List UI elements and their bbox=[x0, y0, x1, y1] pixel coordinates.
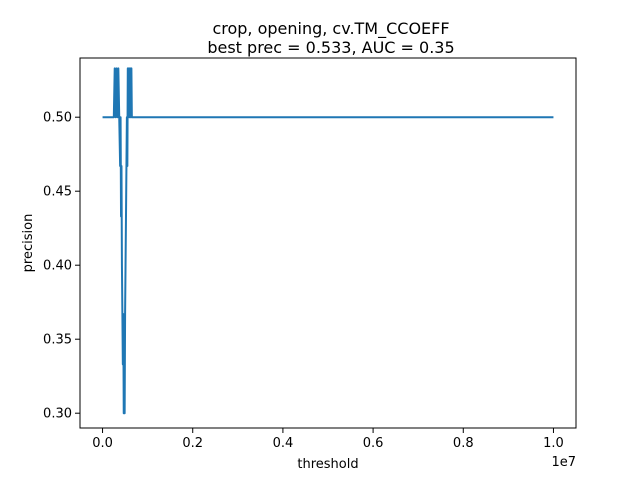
x-tick-label: 0.4 bbox=[273, 436, 294, 451]
axes-frame bbox=[79, 57, 577, 429]
y-tick-label: 0.30 bbox=[43, 407, 72, 422]
x-tick-label: 1.0 bbox=[543, 436, 564, 451]
y-axis: 0.30 0.35 0.40 0.45 0.50 bbox=[43, 111, 80, 422]
chart-title-line2: best prec = 0.533, AUC = 0.35 bbox=[207, 38, 454, 57]
y-axis-label: precision bbox=[21, 214, 36, 273]
y-tick-label: 0.35 bbox=[43, 333, 72, 348]
y-tick-label: 0.50 bbox=[43, 111, 72, 126]
x-tick-label: 0.8 bbox=[453, 436, 474, 451]
x-tick-label: 0.6 bbox=[363, 436, 384, 451]
x-tick-label: 0.2 bbox=[182, 436, 203, 451]
y-tick-label: 0.40 bbox=[43, 259, 72, 274]
x-axis-label: threshold bbox=[297, 457, 358, 472]
series-line-0 bbox=[102, 67, 554, 415]
plot-area bbox=[102, 67, 554, 415]
x-axis-offset-label: 1e7 bbox=[551, 455, 576, 470]
x-tick-label: 0.0 bbox=[92, 436, 113, 451]
y-tick-label: 0.45 bbox=[43, 185, 72, 200]
x-axis: 0.0 0.2 0.4 0.6 0.8 1.0 bbox=[92, 428, 564, 451]
chart-title-line1: crop, opening, cv.TM_CCOEFF bbox=[212, 19, 449, 39]
